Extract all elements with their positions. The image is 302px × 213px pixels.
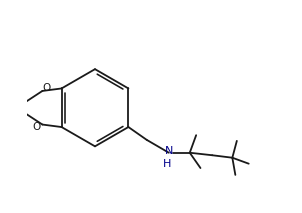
Text: N: N — [165, 147, 173, 157]
Text: O: O — [43, 83, 51, 93]
Text: H: H — [163, 159, 171, 169]
Text: O: O — [32, 122, 40, 132]
